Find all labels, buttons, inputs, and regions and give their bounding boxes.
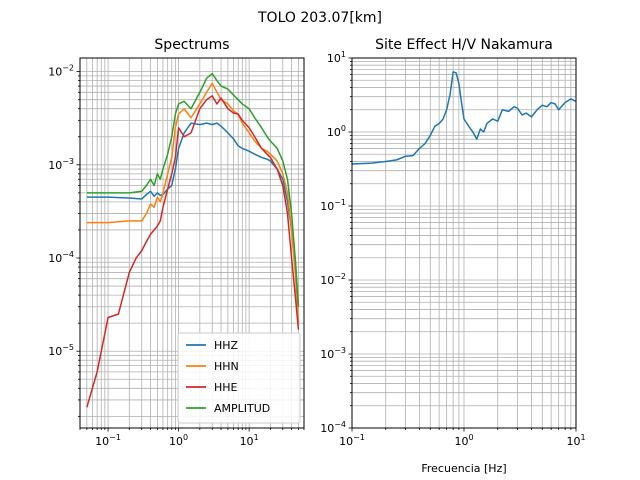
spectrums-y-tick-label: 10−2	[48, 64, 74, 79]
spectrums-series-line-hhe	[86, 95, 300, 408]
hv-y-tick-label: 10−2	[320, 272, 346, 287]
hv-panel: Site Effect H/V Nakamura 10−1 100 101 10−4 1…	[320, 37, 585, 475]
figure-title: TOLO 203.07[km]	[257, 10, 382, 26]
legend-label: HHE	[214, 381, 238, 394]
legend-label: HHN	[214, 360, 239, 373]
spectrums-series-line-hhn	[86, 82, 300, 324]
spectrums-series	[86, 72, 300, 408]
spectrums-series-line-hhz	[86, 122, 300, 307]
spectrums-title: Spectrums	[154, 37, 229, 53]
hv-series	[352, 71, 576, 165]
hv-y-tick-label: 10−1	[320, 198, 346, 213]
spectrums-series-line-amplitud	[86, 72, 300, 307]
hv-y-tick-label: 101	[327, 50, 346, 65]
hv-grid	[351, 57, 577, 429]
spectrums-y-tick-label: 10−4	[48, 250, 74, 265]
hv-y-tick-label: 10−3	[320, 346, 346, 361]
spectrums-axes-frame	[79, 57, 305, 429]
legend-box	[177, 332, 301, 424]
legend-label: HHZ	[214, 339, 239, 352]
spectrums-y-tick-label: 10−5	[48, 343, 74, 358]
hv-series-line-hv	[352, 71, 576, 165]
spectrums-y-tick-label: 10−3	[48, 157, 74, 172]
hv-y-tick-label: 100	[327, 124, 346, 139]
spectrums-legend: HHZ HHN HHE AMPLITUD	[177, 332, 301, 424]
legend-label: AMPLITUD	[214, 402, 270, 415]
hv-y-tick-label: 10−4	[320, 420, 346, 435]
hv-xlabel: Frecuencia [Hz]	[421, 462, 506, 475]
hv-title: Site Effect H/V Nakamura	[375, 37, 553, 53]
